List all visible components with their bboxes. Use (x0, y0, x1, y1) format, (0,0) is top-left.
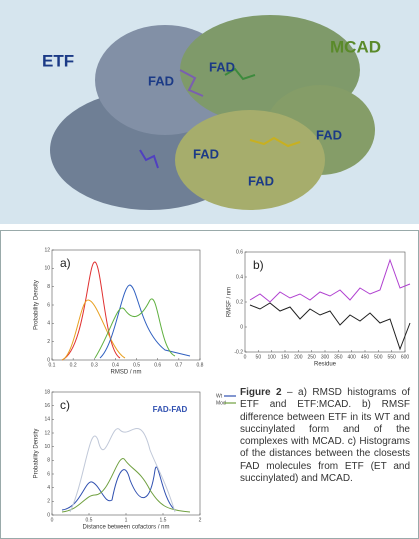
fad-label: FAD (316, 127, 342, 142)
etf-label: ETF (42, 51, 74, 70)
x-tick-label: 150 (281, 354, 290, 360)
x-tick-label: 0 (244, 354, 247, 360)
y-tick-label: 8 (47, 458, 50, 464)
y-tick-label: 2 (47, 499, 50, 505)
y-tick-label: 8 (47, 284, 50, 290)
protein-image: ETF MCAD FAD FAD FAD FAD FAD (42, 15, 381, 210)
y-tick-label: 16 (44, 403, 50, 409)
y-tick-label: 0 (47, 512, 50, 518)
fad-ligand (139, 149, 159, 169)
x-axis-label: RMSD / nm (110, 370, 141, 376)
y-tick-label: 10 (44, 444, 50, 450)
curve (61, 458, 191, 513)
fad-label: FAD (193, 146, 219, 161)
x-tick-label: 300 (321, 354, 330, 360)
y-tick-label: 4 (47, 485, 50, 491)
panel-label: c) (60, 398, 70, 412)
x-tick-label: 450 (361, 354, 370, 360)
y-tick-label: 0.6 (236, 249, 243, 255)
x-tick-label: 0.7 (175, 362, 182, 368)
y-tick-label: 12 (44, 247, 50, 253)
x-tick-label: 0.6 (154, 362, 161, 368)
y-tick-label: 2 (47, 339, 50, 345)
fad-label: FAD (148, 73, 174, 88)
legend-label: Mod (216, 400, 226, 406)
x-tick-label: 0.1 (49, 362, 56, 368)
x-tick-label: 250 (307, 354, 316, 360)
curve (249, 258, 411, 303)
fad-ligand (224, 67, 256, 81)
x-axis-label: Residue (314, 362, 337, 368)
y-tick-label: 10 (44, 266, 50, 272)
x-tick-label: 0.3 (91, 362, 98, 368)
panel-label: b) (253, 258, 264, 272)
curve (61, 466, 176, 511)
y-tick-label: 4 (47, 321, 50, 327)
y-tick-label: 0 (47, 357, 50, 363)
y-tick-label: 0.4 (236, 274, 243, 280)
x-tick-label: 550 (387, 354, 396, 360)
x-tick-label: 2 (199, 517, 202, 523)
curve (94, 298, 176, 359)
protein-figure: ETF MCAD FAD FAD FAD FAD FAD (0, 0, 419, 224)
curve (99, 284, 191, 359)
curve (61, 299, 126, 361)
legend-label: Wt (216, 393, 223, 399)
fad-ligand (179, 69, 204, 97)
y-axis-label: RMSF / nm (227, 287, 233, 317)
panel-label: a) (60, 256, 71, 270)
mcad-surface (175, 110, 325, 210)
x-tick-label: 100 (267, 354, 276, 360)
plot-frame (244, 251, 406, 353)
y-axis-label: Probability Density (34, 429, 40, 479)
x-tick-label: 500 (374, 354, 383, 360)
x-tick-label: 50 (256, 354, 262, 360)
x-tick-label: 0.4 (112, 362, 119, 368)
x-tick-label: 0.2 (70, 362, 77, 368)
x-tick-label: 1.5 (160, 517, 167, 523)
x-tick-label: 400 (347, 354, 356, 360)
annotation: FAD-FAD (153, 405, 188, 414)
y-tick-label: -0.2 (234, 349, 243, 355)
x-tick-label: 1 (125, 517, 128, 523)
x-axis-label: Distance between cofactors / nm (82, 525, 169, 531)
y-tick-label: 12 (44, 430, 50, 436)
x-tick-label: 0.5 (133, 362, 140, 368)
x-tick-label: 350 (334, 354, 343, 360)
y-tick-label: 6 (47, 471, 50, 477)
y-tick-label: 0.2 (236, 299, 243, 305)
x-tick-label: 600 (401, 354, 410, 360)
curve (69, 428, 176, 513)
mcad-label: MCAD (330, 37, 381, 56)
y-tick-label: 18 (44, 389, 50, 395)
caption: Figure 2 – a) RMSD histograms of ETF and… (240, 387, 410, 485)
y-tick-label: 0 (240, 324, 243, 330)
x-tick-label: 0 (51, 517, 54, 523)
fad-ligand (249, 136, 301, 148)
fad-label: FAD (209, 59, 235, 74)
curve (249, 302, 411, 351)
caption-text: – a) RMSD histograms of ETF and ETF:MCAD… (240, 387, 410, 485)
x-tick-label: 200 (294, 354, 303, 360)
caption-lead: Figure 2 (240, 387, 282, 398)
y-tick-label: 14 (44, 417, 50, 423)
curve (61, 261, 121, 361)
x-tick-label: 0.5 (86, 517, 93, 523)
y-axis-label: Probability Density (34, 280, 40, 330)
fad-label: FAD (248, 173, 274, 188)
y-tick-label: 6 (47, 302, 50, 308)
x-tick-label: 0.8 (197, 362, 204, 368)
